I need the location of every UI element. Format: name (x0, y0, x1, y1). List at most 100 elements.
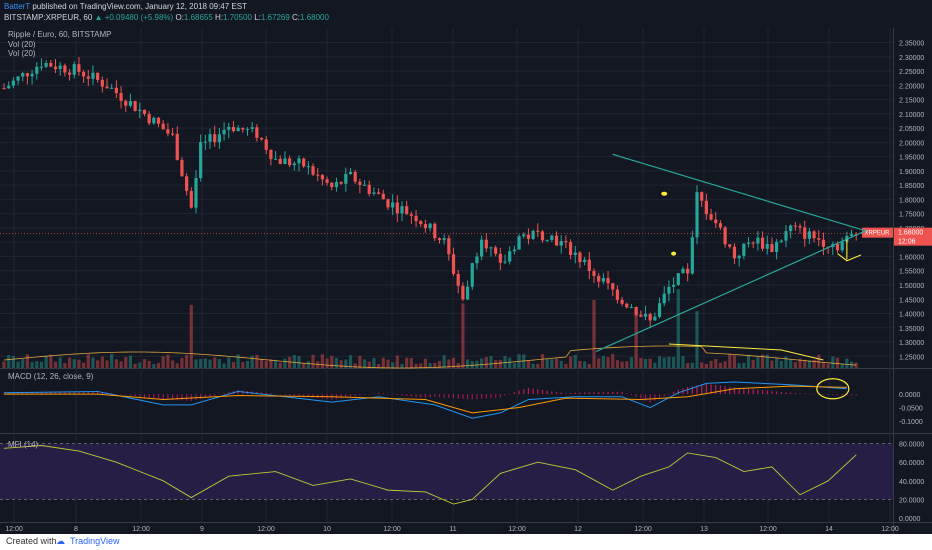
macd-histogram-bar (640, 394, 642, 399)
volume-bar (119, 361, 123, 368)
candle-body (166, 129, 170, 134)
candle-body (208, 134, 212, 142)
macd-histogram-bar (846, 394, 848, 396)
price-tick-label: 1.35000 (899, 326, 924, 333)
candle-body (175, 133, 179, 160)
candle-body (775, 241, 779, 252)
candle-body (273, 158, 278, 160)
volume-bar (728, 354, 732, 368)
candle-body (681, 268, 685, 274)
price-tag-bg (894, 227, 932, 246)
macd-histogram-bar (406, 394, 408, 396)
volume-bar (803, 359, 807, 368)
macd-histogram-bar (654, 394, 656, 401)
candle-body (695, 192, 699, 238)
chart-canvas[interactable]: 2.35000 2.30000 2.25000 2.20000 2.15000 2.100… (0, 28, 932, 534)
volume-bar (536, 363, 540, 368)
candle-body (419, 221, 423, 225)
candle-body (489, 247, 493, 249)
macd-histogram-bar (555, 391, 558, 395)
candle-body (2, 88, 6, 90)
candle-body (676, 273, 680, 285)
candle-body (306, 166, 310, 168)
h-label: H: (215, 13, 224, 22)
macd-histogram-bar (50, 392, 52, 395)
volume-bar (789, 358, 793, 368)
author-link[interactable]: BatterT (4, 2, 31, 11)
candle-body (114, 87, 118, 94)
volume-bar (189, 304, 193, 368)
symbol-label: BITSTAMP:XRPEUR, 60 (4, 13, 93, 22)
macd-histogram-bar (134, 394, 136, 397)
macd-histogram-bar (415, 394, 417, 398)
chart-header: BatterT published on TradingView.com, Ja… (0, 0, 932, 28)
candle-body (817, 238, 821, 240)
macd-histogram-bar (129, 394, 132, 396)
price-tick-label: 2.00000 (899, 140, 924, 147)
candle-body (451, 254, 456, 274)
candle-body (311, 166, 315, 175)
candle-body (849, 234, 854, 236)
macd-histogram-bar (31, 392, 33, 395)
macd-histogram-bar (663, 394, 665, 397)
candle-body (751, 242, 755, 244)
macd-histogram-bar (715, 385, 717, 395)
volume-bar (615, 360, 620, 368)
candle-body (7, 85, 11, 89)
candle-body (222, 129, 226, 135)
volume-bar (690, 362, 694, 368)
candle-body (91, 72, 95, 79)
candle-body (634, 307, 638, 315)
volume-bar (775, 358, 779, 368)
macd-histogram-bar (794, 393, 796, 395)
volume-bar (662, 357, 666, 368)
candle-body (152, 117, 156, 124)
volume-bar (765, 354, 769, 368)
volume-bar (817, 354, 821, 368)
macd-histogram-bar (790, 392, 792, 395)
candle-body (606, 278, 610, 284)
candle-body (522, 234, 526, 237)
o-label: O: (175, 13, 184, 22)
footer-brand[interactable]: TradingView (70, 536, 120, 546)
macd-histogram-bar (785, 392, 787, 395)
tradingview-logo-icon[interactable]: ☁ (56, 536, 65, 546)
candle-body (442, 238, 446, 241)
volume-bar (723, 361, 727, 368)
candle-body (348, 171, 353, 175)
macd-histogram-bar (504, 394, 506, 396)
volume-bar (498, 359, 502, 368)
candle-body (147, 113, 151, 124)
volume-bar (283, 358, 287, 368)
candle-body (508, 251, 512, 262)
volume-bar (526, 360, 531, 368)
volume-bar (756, 357, 760, 368)
volume-bar (470, 361, 474, 368)
candle-body (180, 159, 184, 177)
candle-body (128, 101, 133, 106)
volume-bar (264, 360, 268, 368)
candle-body (30, 73, 34, 77)
macd-histogram-bar (616, 391, 619, 395)
macd-histogram-bar (125, 394, 127, 395)
candle-body (241, 127, 245, 130)
volume-bar (568, 356, 573, 368)
candle-body (86, 76, 90, 79)
macd-histogram-bar (574, 392, 576, 395)
candle-body (96, 72, 100, 80)
macd-histogram-bar (359, 394, 361, 396)
macd-histogram-bar (26, 392, 29, 395)
volume-bar (114, 359, 118, 368)
volume-bar (784, 356, 788, 368)
macd-histogram-bar (223, 393, 225, 395)
candle-body (461, 285, 465, 300)
candle-body (639, 314, 643, 317)
candle-body (480, 239, 484, 257)
candle-body (124, 100, 128, 106)
candle-body (63, 65, 67, 73)
volume-bar (30, 362, 34, 368)
volume-bar (667, 356, 671, 368)
volume-bar (550, 359, 554, 368)
volume-bar (760, 354, 765, 368)
mfi-tick-label: 0.0000 (899, 516, 921, 523)
